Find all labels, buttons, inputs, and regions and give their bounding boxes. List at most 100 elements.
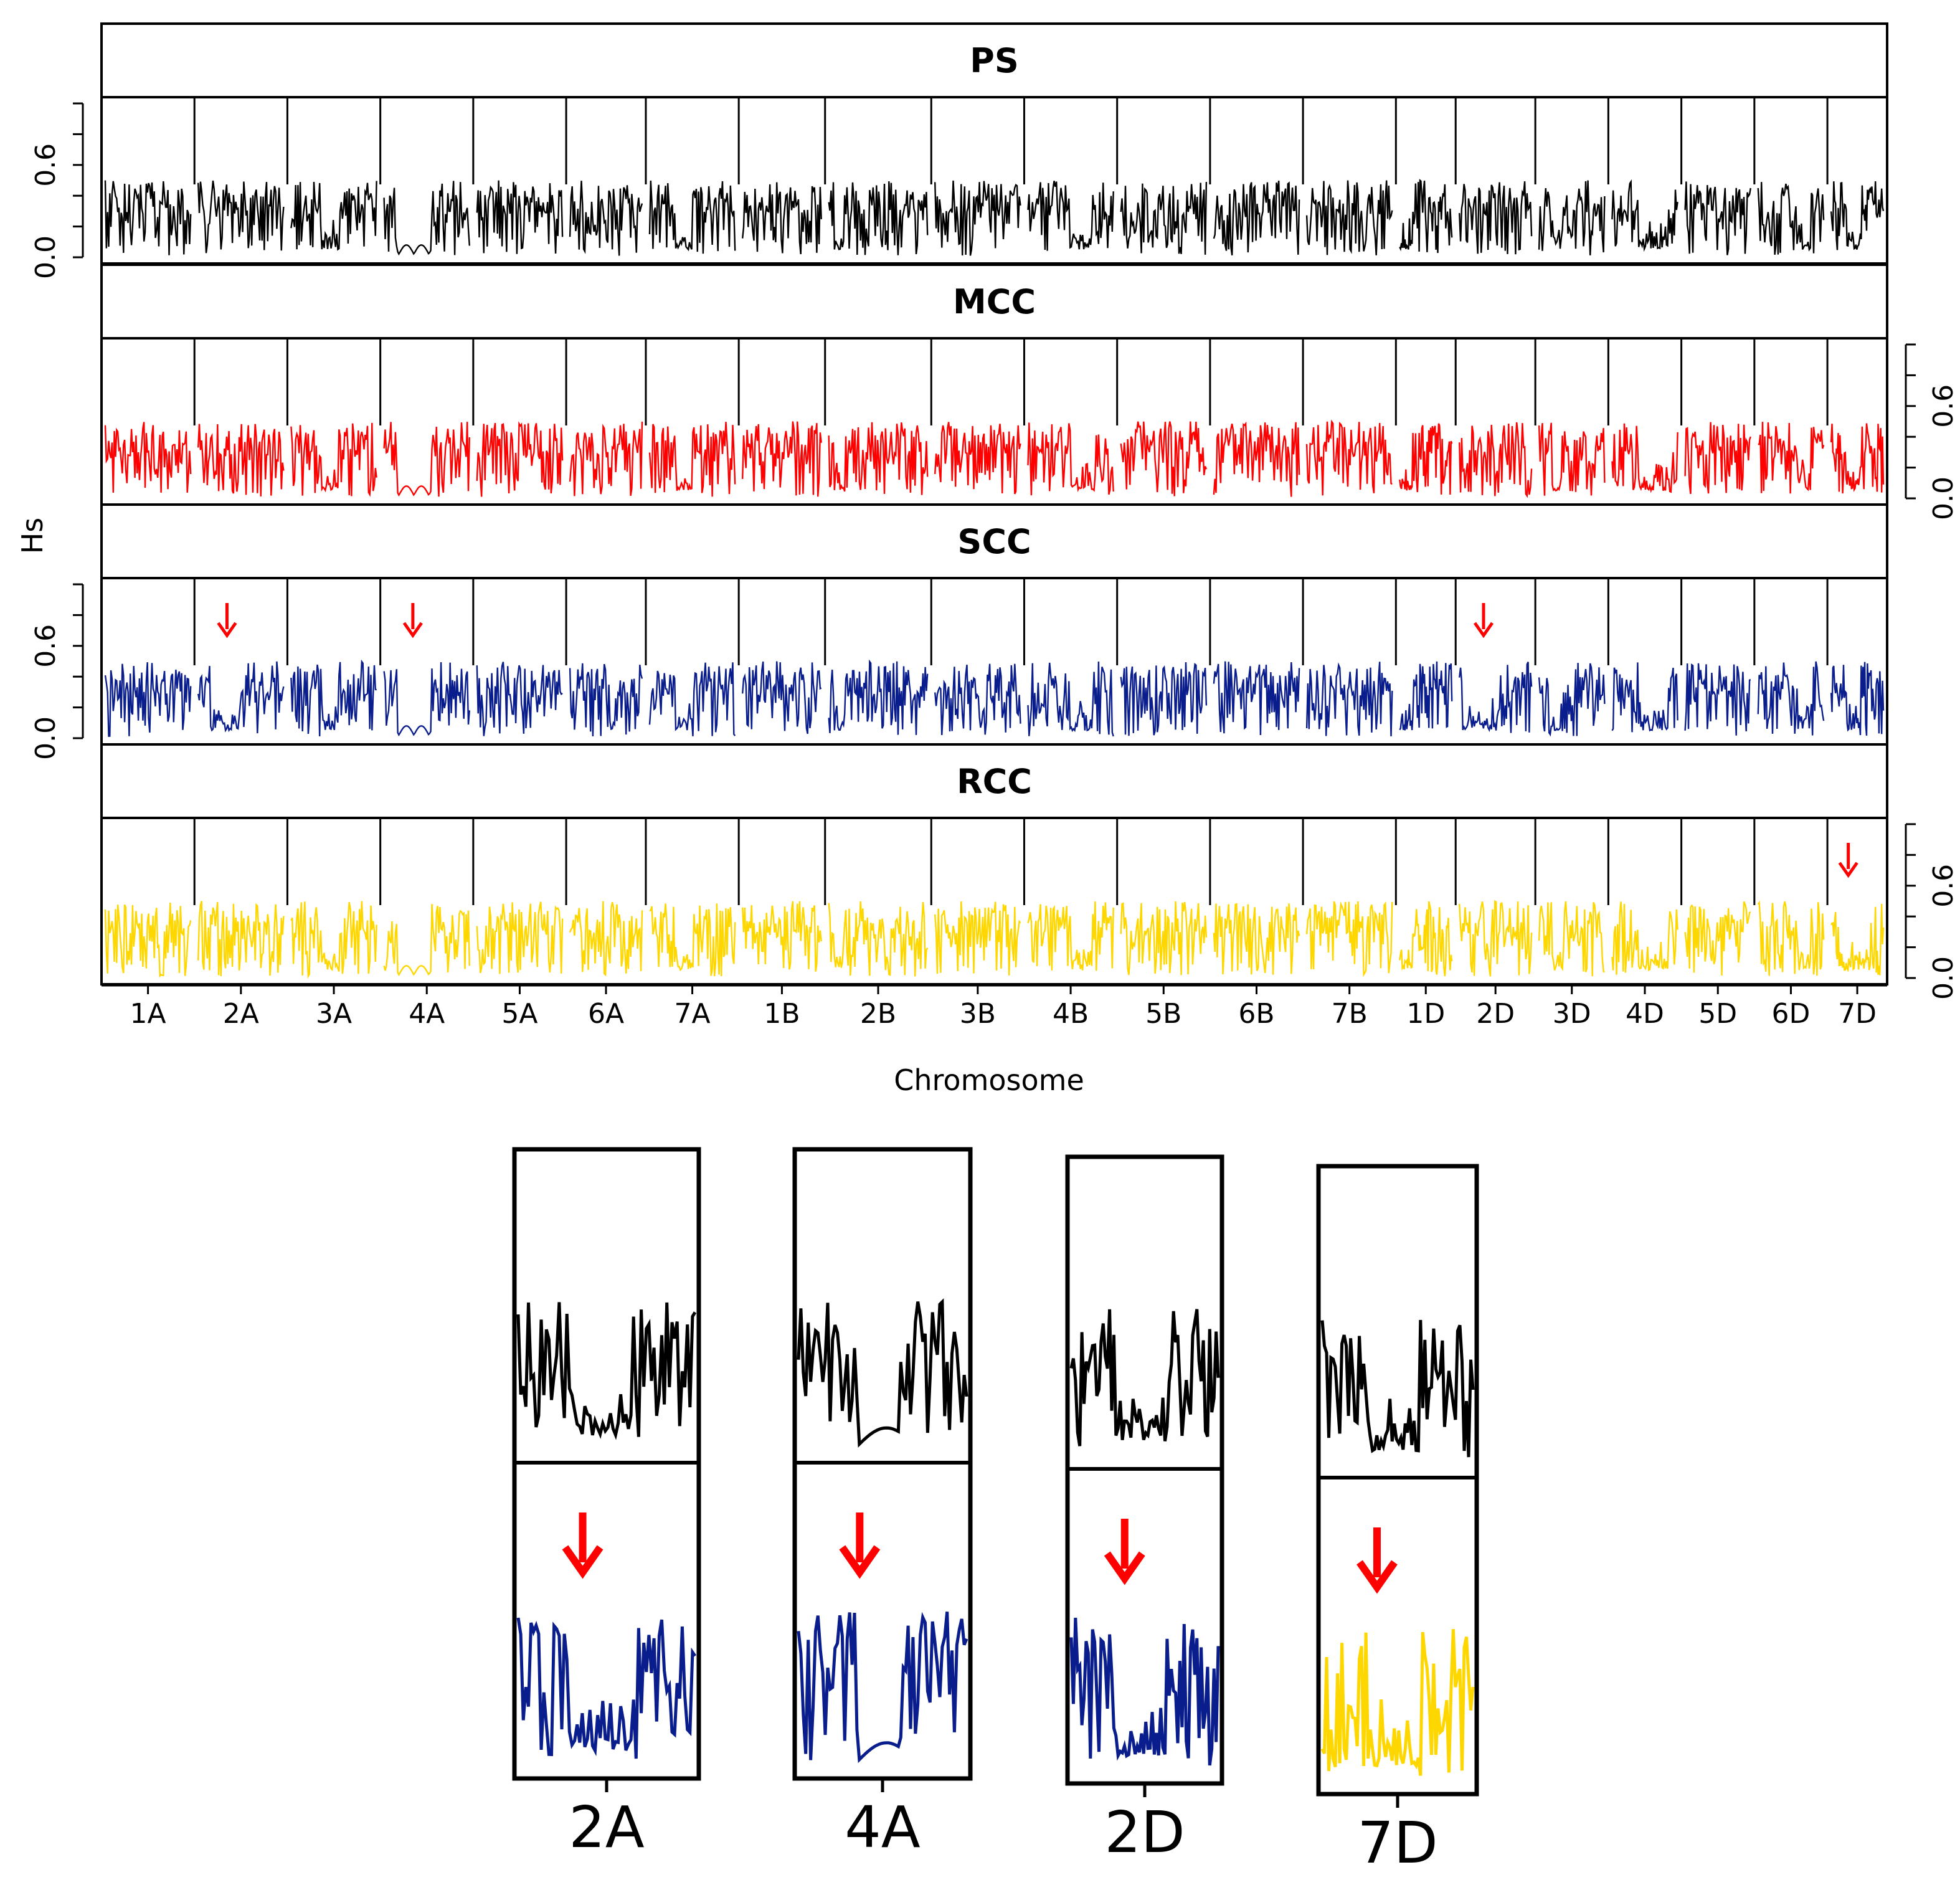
hs-trace-6a xyxy=(569,421,643,496)
hs-trace-7d xyxy=(1830,662,1885,736)
hs-trace-2b xyxy=(828,901,929,977)
x-tick-label-3a: 3A xyxy=(316,998,352,1030)
hs-trace-3b xyxy=(934,422,1021,495)
panel-title: SCC xyxy=(957,522,1031,561)
y-axis-title: Hs xyxy=(16,518,49,554)
hs-trace-3d xyxy=(1538,422,1606,496)
hs-trace-7a xyxy=(648,180,736,254)
hs-trace-3d xyxy=(1538,663,1606,737)
x-tick-label-5b: 5B xyxy=(1145,998,1181,1030)
hs-trace-2a xyxy=(197,424,285,496)
hs-trace-7a xyxy=(648,662,736,736)
x-tick-label-4a: 4A xyxy=(409,998,445,1030)
zoom-arrow xyxy=(1104,1519,1145,1585)
hs-trace-6d xyxy=(1757,182,1825,255)
hs-trace-7a xyxy=(649,903,736,977)
hs-trace-6d xyxy=(1757,661,1825,736)
hs-trace-2d xyxy=(1459,900,1533,977)
x-axis: 1A 2A 3A 4A 5A 6A 7A 1B 2B 3B 4B 5B 6B 7B 1D 2D 3D 4D 5D 6D… xyxy=(102,984,1887,1030)
y-tick-label: 0.0 xyxy=(1928,956,1959,1000)
zoom-panel-7d: 7D xyxy=(1316,1164,1479,1876)
hs-trace-6b xyxy=(1213,661,1300,736)
hs-trace-7d xyxy=(1830,423,1885,494)
hs-trace-4b xyxy=(1027,181,1114,251)
hs-trace-7d xyxy=(1830,903,1885,976)
hs-trace-4b xyxy=(1027,422,1114,496)
hs-trace-3a xyxy=(290,901,377,979)
hs-trace-6d xyxy=(1757,900,1825,976)
hs-trace-5b xyxy=(1120,901,1208,976)
hs-trace-2d xyxy=(1459,422,1533,498)
marker-arrow-7d xyxy=(1838,843,1858,878)
hs-trace-1a xyxy=(104,662,192,737)
hs-trace-3b xyxy=(934,180,1021,256)
x-tick-label-1b: 1B xyxy=(764,998,800,1030)
marker-arrow-4a xyxy=(402,603,423,639)
panel-plot-area xyxy=(100,96,1888,265)
panel-strip xyxy=(100,503,1888,579)
x-tick-label-2a: 2A xyxy=(223,998,259,1030)
panel-mcc: MCC 0.0 0.6 xyxy=(100,264,1959,520)
hs-trace-6b xyxy=(1213,903,1300,975)
x-tick-label-7a: 7A xyxy=(675,998,711,1030)
zoom-trace xyxy=(1320,1319,1475,1458)
hs-trace-3d xyxy=(1538,180,1606,255)
hs-trace-2d xyxy=(1459,662,1533,733)
hs-trace-6a xyxy=(569,901,643,977)
x-tick-label-3d: 3D xyxy=(1553,998,1591,1030)
zoom-trace xyxy=(1069,1309,1220,1446)
hs-trace-4d xyxy=(1611,901,1678,975)
y-tick-label: 0.0 xyxy=(30,716,62,760)
y-tick-label: 0.6 xyxy=(30,624,62,668)
zoom-label: 2A xyxy=(569,1794,645,1861)
x-tick-label-4b: 4B xyxy=(1053,998,1089,1030)
hs-trace-6a xyxy=(569,663,643,737)
chromosome-panels: PS 0.0 0.6 MCC 0.0 0.6 SCC 0.0 0.6 RCC 0.0 0.6 xyxy=(30,22,1959,1000)
x-tick-label-6a: 6A xyxy=(588,998,624,1030)
hs-trace-1a xyxy=(104,422,192,493)
hs-trace-4a xyxy=(383,422,470,497)
panel-plot-area xyxy=(100,337,1888,506)
zoom-label: 2D xyxy=(1104,1799,1185,1866)
hs-trace-5d xyxy=(1684,901,1751,976)
hs-trace-3b xyxy=(934,663,1021,736)
y-tick-label: 0.0 xyxy=(30,235,62,279)
hs-trace-5b xyxy=(1120,662,1208,736)
hs-trace-4b xyxy=(1027,661,1114,737)
x-tick-label-5a: 5A xyxy=(501,998,537,1030)
y-tick-label: 0.6 xyxy=(1928,384,1959,428)
hs-trace-1b xyxy=(742,661,822,734)
panel-strip xyxy=(100,743,1888,819)
hs-trace-1d xyxy=(1399,901,1453,977)
panel-title: MCC xyxy=(953,282,1036,321)
hs-trace-1a xyxy=(104,902,192,978)
x-tick-label-1a: 1A xyxy=(130,998,166,1030)
hs-trace-1b xyxy=(742,421,822,497)
panel-ps: PS 0.0 0.6 xyxy=(30,22,1888,279)
hs-trace-7a xyxy=(648,422,736,497)
hs-trace-6a xyxy=(569,181,643,256)
x-tick-label-4d: 4D xyxy=(1626,998,1664,1030)
hs-trace-4d xyxy=(1611,662,1678,733)
zoom-panels: 2A 4A 2D 7D xyxy=(512,1147,1479,1876)
zoom-label: 7D xyxy=(1357,1810,1437,1876)
hs-trace-2a xyxy=(197,901,285,977)
x-tick-label-7d: 7D xyxy=(1838,998,1877,1030)
x-tick-label-2d: 2D xyxy=(1476,998,1515,1030)
zoom-trace xyxy=(516,1617,697,1759)
hs-trace-3a xyxy=(290,422,377,497)
hs-trace-2b xyxy=(828,659,929,735)
hs-trace-3d xyxy=(1538,901,1606,977)
zoom-arrow xyxy=(562,1512,604,1579)
hs-trace-2d xyxy=(1459,181,1533,255)
hs-trace-1d xyxy=(1399,661,1453,731)
hs-trace-5a xyxy=(476,901,564,974)
hs-trace-7b xyxy=(1305,901,1393,977)
zoom-arrow xyxy=(839,1512,881,1579)
panel-title: RCC xyxy=(957,762,1032,801)
hs-trace-5b xyxy=(1120,421,1208,496)
zoom-trace xyxy=(797,1612,968,1764)
x-tick-label-7b: 7B xyxy=(1332,998,1368,1030)
zoom-panel-2a: 2A xyxy=(512,1147,701,1861)
